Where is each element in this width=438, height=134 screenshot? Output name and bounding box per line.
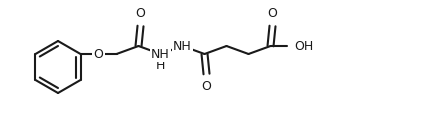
Text: O: O <box>201 80 212 93</box>
Text: NH: NH <box>151 47 170 60</box>
Text: H: H <box>156 59 165 72</box>
Text: O: O <box>136 7 145 20</box>
Text: O: O <box>94 47 103 60</box>
Text: NH: NH <box>173 40 192 53</box>
Text: OH: OH <box>294 40 314 53</box>
Text: O: O <box>268 7 277 20</box>
